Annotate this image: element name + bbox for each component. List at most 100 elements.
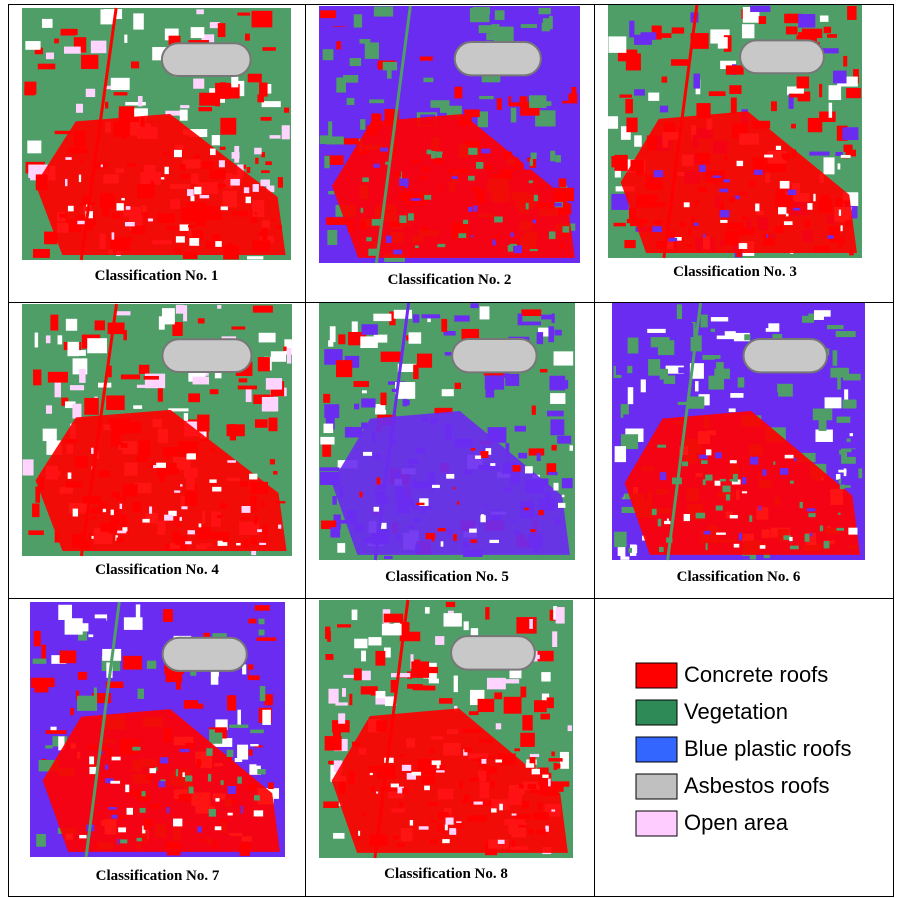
map-patch (75, 103, 83, 113)
map-patch (411, 661, 430, 678)
map-patch (634, 89, 645, 96)
blob-speck (489, 539, 499, 544)
blob-speck (79, 834, 87, 839)
map-patch (130, 61, 140, 69)
blob-speck (793, 207, 801, 211)
map-patch (824, 397, 842, 409)
map-patch (69, 385, 85, 391)
map-patch (785, 26, 798, 35)
blob-speck (534, 546, 539, 553)
map-patch (391, 388, 399, 392)
map-patch (25, 41, 41, 50)
blob-speck (530, 529, 536, 533)
map-patch (215, 82, 231, 99)
map-patch (238, 378, 248, 383)
blob-speck (783, 221, 793, 226)
blob-speck (180, 484, 183, 487)
map-patch (819, 48, 839, 54)
blob-speck (187, 530, 195, 535)
map-patch (245, 386, 252, 403)
map-patch (628, 547, 633, 553)
map-patch (262, 709, 271, 725)
map-patch (337, 543, 346, 553)
map-patch (547, 69, 562, 74)
blob-speck (559, 242, 564, 249)
map-patch (88, 633, 94, 638)
blob-speck (122, 527, 128, 532)
blob-speck (228, 756, 233, 762)
legend-label: Vegetation (684, 699, 788, 724)
map-patch (338, 713, 346, 724)
map-patch (45, 335, 51, 344)
map-patch (84, 397, 99, 415)
map-patch (325, 155, 344, 165)
blob-speck (473, 205, 478, 212)
blob-speck (370, 786, 375, 792)
blob-speck (254, 516, 258, 525)
map-patch (78, 665, 95, 672)
map-patch (108, 365, 112, 378)
blob-speck (551, 444, 557, 451)
map-patch (331, 720, 350, 733)
map-patch (330, 765, 342, 782)
map-patch (468, 711, 479, 716)
map-patch (89, 647, 103, 665)
blob-speck (762, 469, 767, 476)
blob-speck (363, 451, 373, 456)
map-patch (364, 42, 380, 59)
blob-speck (243, 164, 246, 169)
map-patch (614, 531, 627, 548)
blob-speck (808, 513, 816, 518)
map-patch (389, 311, 396, 326)
map-patch (676, 304, 683, 320)
map-patch (324, 736, 342, 751)
blob-speck (553, 482, 559, 491)
map-patch (328, 760, 338, 765)
legend-label: Asbestos roofs (684, 773, 830, 798)
map-patch (546, 697, 554, 709)
map-patch (528, 448, 545, 456)
map-patch (441, 389, 454, 397)
map-patch (381, 623, 402, 636)
blob-speck (440, 184, 443, 190)
blob-speck (779, 468, 789, 475)
blob-speck (418, 826, 429, 830)
blob-speck (777, 169, 781, 173)
map-patch (555, 607, 565, 624)
blob-speck (261, 170, 270, 173)
map-patch (858, 468, 863, 479)
map-patch (797, 381, 805, 396)
blob-speck (186, 453, 196, 460)
blob-speck (799, 501, 803, 509)
blob-speck (776, 188, 786, 196)
blob-speck (402, 494, 406, 500)
map-patch (416, 353, 433, 368)
map-patch (94, 320, 105, 331)
blob-speck (703, 233, 706, 238)
blob-speck (729, 514, 738, 519)
map-patch (113, 92, 128, 96)
map-patch (353, 403, 360, 410)
blob-speck (399, 801, 403, 808)
map-patch (495, 723, 502, 730)
blob-speck (237, 776, 242, 784)
map-patch (382, 20, 389, 26)
map-patch (486, 677, 506, 690)
blob-speck (243, 187, 250, 194)
blob-speck (442, 839, 450, 844)
blob-speck (462, 541, 469, 549)
blob-speck (241, 505, 251, 513)
map-patch (720, 60, 737, 70)
map-patch (215, 96, 221, 107)
map-patch (210, 671, 219, 685)
map-patch (77, 695, 98, 711)
legend-label: Open area (684, 810, 789, 835)
map-patch (188, 393, 200, 403)
blob-speck (110, 509, 114, 516)
blob-speck (542, 774, 549, 778)
blob-speck (473, 801, 483, 805)
map-patch (137, 688, 145, 703)
blob-speck (271, 218, 275, 222)
map-patch (833, 70, 847, 84)
blob-speck (222, 538, 230, 543)
